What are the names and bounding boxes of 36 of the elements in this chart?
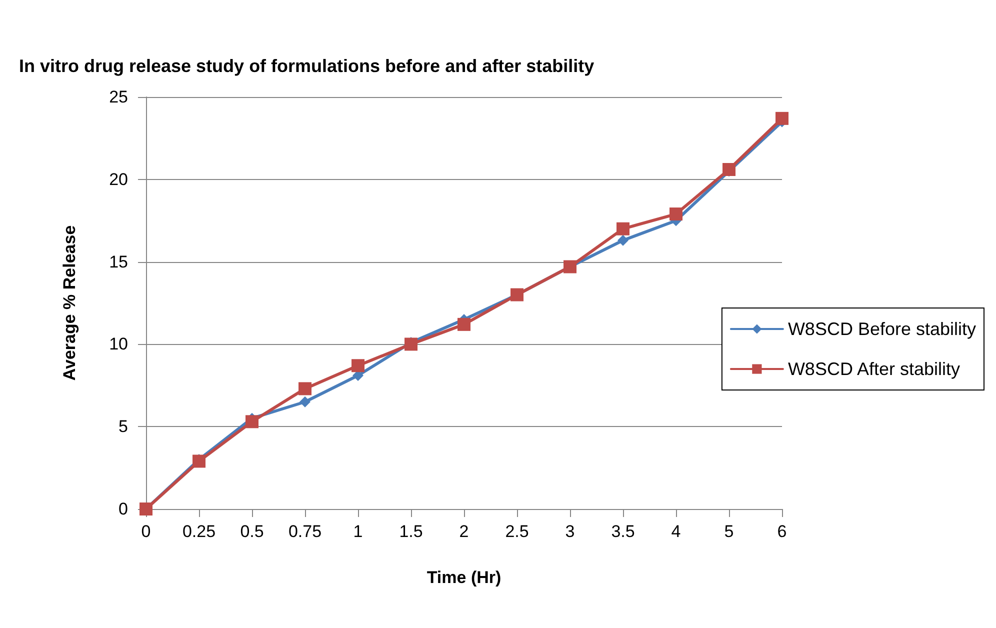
x-tick-label: 3: [565, 522, 575, 541]
x-tick-label: 0: [141, 522, 151, 541]
y-tick-label: 0: [118, 500, 128, 518]
x-tick-label: 0.75: [288, 522, 322, 541]
chart-title: In vitro drug release study of formulations before and after stability: [19, 56, 594, 76]
x-axis-title: Time (Hr): [426, 568, 502, 587]
legend-label: W8SCD After stability: [788, 359, 960, 379]
point: [352, 359, 364, 372]
y-tick-label: 25: [109, 88, 128, 106]
point: [300, 396, 310, 408]
y-axis-title: Average % Release: [60, 225, 79, 381]
x-tick-label: 1: [353, 522, 363, 541]
x-tick-label: 2.5: [505, 522, 529, 541]
point: [246, 415, 258, 428]
x-tick-label: 6: [777, 522, 787, 541]
point: [298, 382, 312, 396]
point: [458, 318, 470, 331]
x-tick-label: 0.5: [240, 522, 264, 541]
legend-label: W8SCD Before stability: [788, 319, 976, 339]
point: [722, 163, 736, 176]
x-tick-label: 3.5: [611, 522, 635, 541]
x-tick-label: 4: [671, 522, 681, 541]
point: [616, 222, 630, 236]
point: [192, 454, 206, 468]
y-tick-label: 15: [109, 252, 128, 272]
point: [776, 112, 788, 125]
x-tick-label: 0.25: [182, 522, 216, 541]
point: [404, 338, 418, 351]
point: [618, 234, 628, 246]
x-tick-label: 5: [724, 522, 734, 541]
y-tick-label: 5: [118, 417, 128, 436]
y-tick-label: 20: [109, 170, 128, 189]
point: [670, 208, 682, 221]
y-tick-label: 10: [109, 334, 128, 354]
x-tick-label: 1.5: [399, 522, 423, 541]
x-tick-label: 2: [459, 522, 469, 541]
